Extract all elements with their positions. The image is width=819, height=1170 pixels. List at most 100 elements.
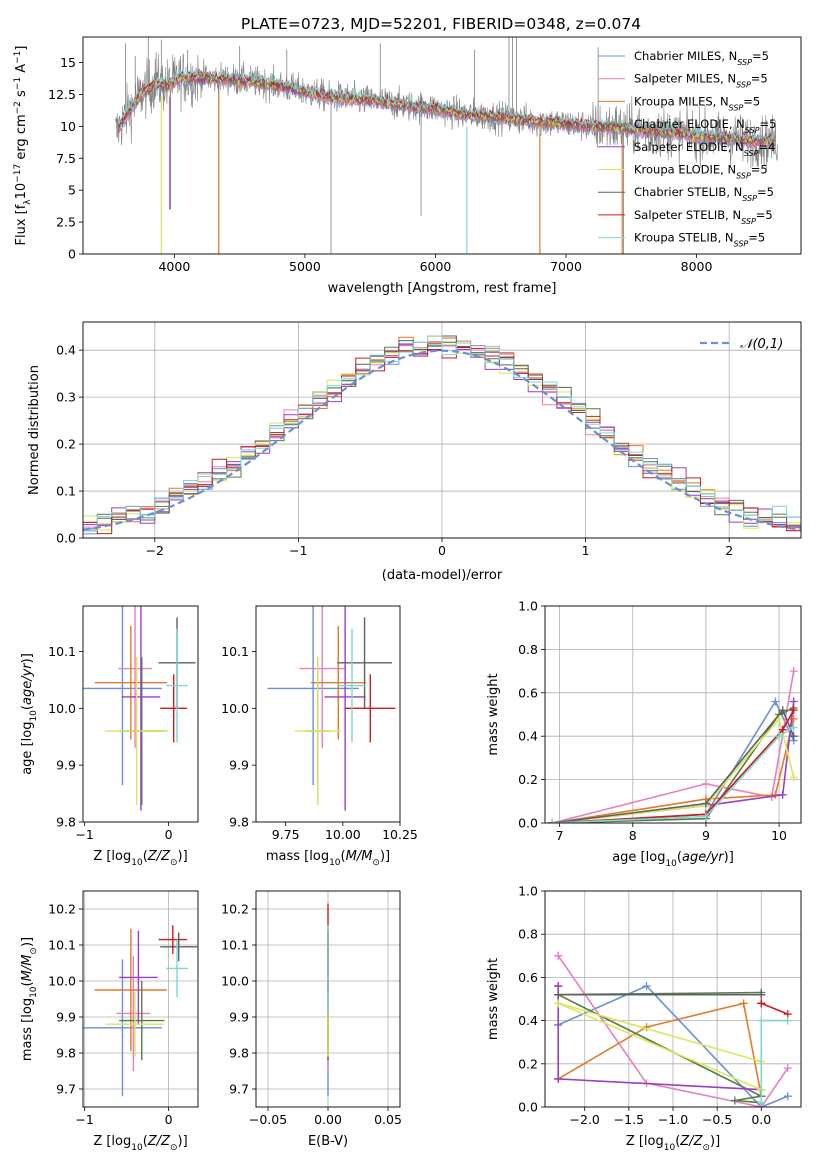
label-part: ⊙ (170, 1143, 178, 1153)
mass-weight-marker (757, 1098, 766, 1107)
y-tick-label: 10.1 (221, 644, 249, 659)
label-part: ( (20, 705, 35, 710)
x-tick-label: −1.0 (658, 1112, 688, 1127)
x-tick-label: 0.05 (374, 1112, 402, 1127)
x-tick-label: 0.0 (751, 1112, 771, 1127)
y-tick-label: 5 (68, 183, 76, 198)
y-tick-label: 9.8 (229, 1046, 249, 1061)
y-tick-label: 9.7 (56, 1082, 76, 1097)
legend-text: SSP (745, 126, 760, 135)
mass-weight-marker (554, 951, 563, 960)
legend-entry: Kroupa ELODIE, NSSP=5 (634, 163, 768, 181)
label-part: s (14, 90, 29, 101)
label-part: mass [log (20, 998, 35, 1061)
y-tick-label: 0.4 (518, 1013, 538, 1028)
chart-mass_vs_ebv: −0.05 0.00 0.05 9.7 9.8 9.9 10.0 10.1 10.2 E(B-V) (221, 890, 402, 1149)
legend-text: Chabrier ELODIE, N (634, 117, 745, 131)
label-part: mass weight (486, 958, 501, 1040)
y-tick-label: 10.0 (48, 701, 76, 716)
plot-area (115, 37, 778, 254)
chart-massweight_vs_Z: −2.0 −1.5 −1.0 −0.5 0.0 0.0 0.2 0.4 0.6 0.8 1.0 Z [… (486, 884, 802, 1153)
label-part: ( (20, 981, 35, 986)
label-part: λ (23, 199, 33, 205)
legend-text: Salpeter ELODIE, N (634, 140, 744, 154)
y-tick-label: 9.7 (229, 1082, 249, 1097)
label-part: ⊙ (372, 858, 380, 868)
label-part: 10 (131, 1143, 143, 1153)
x-tick-label: 0 (165, 827, 173, 842)
y-axis-label: age [log10(age/yr)] (20, 653, 39, 775)
y-tick-label: 0.3 (56, 390, 76, 405)
y-axis-label: mass weight (486, 673, 501, 755)
label-part: )] (724, 850, 734, 865)
plot-area (554, 951, 792, 1107)
legend-text: Kroupa MILES, N (634, 94, 729, 108)
y-axis-label: Flux [fλ10−17 erg cm−2 s−1 A−1] (13, 46, 33, 246)
legend-text: =5 (756, 208, 773, 222)
x-axis-label: E(B-V) (308, 1134, 348, 1149)
y-tick-label: 10.1 (221, 938, 249, 953)
axes-frame (82, 36, 802, 255)
y-tick-label: 1.0 (518, 599, 538, 614)
mass-weight-marker (789, 732, 798, 741)
label-part: mass weight (486, 673, 501, 755)
x-axis-label: Z [log10(Z/Z⊙)] (626, 1134, 720, 1153)
chart-mass_vs_Z: −1 09.79.89.910.010.110.2Z [log10(Z/Z⊙)]m… (20, 890, 199, 1153)
plot-area (83, 335, 801, 535)
y-tick-label: 10 (60, 119, 76, 134)
histogram-series (83, 335, 801, 532)
label-part: Z [log (93, 1134, 131, 1149)
mass-weight-marker (783, 1092, 792, 1101)
y-tick-label: 9.9 (229, 758, 249, 773)
x-axis-label: Z [log10(Z/Z⊙)] (93, 1134, 187, 1153)
y-tick-label: 9.8 (229, 815, 249, 830)
mass-weight-line (760, 1002, 789, 1015)
label-part: 10 (29, 710, 39, 722)
y-axis-label: mass [log10(M/M⊙)] (20, 937, 39, 1061)
mass-weight-marker (789, 667, 798, 676)
y-tick-label: 1.0 (518, 884, 538, 899)
normal-curve (83, 349, 801, 531)
legend-text: SSP (736, 171, 751, 180)
legend-text: =4 (758, 140, 775, 154)
label-part: wavelength [Angstrom, rest frame] (328, 281, 557, 296)
figure-title: PLATE=0723, MJD=52201, FIBERID=0348, z=0… (241, 15, 641, 33)
x-tick-label: 7 (556, 828, 564, 843)
legend-text: Salpeter STELIB, N (634, 208, 741, 222)
legend-entry: Chabrier STELIB, NSSP=5 (634, 185, 774, 203)
legend-text: =5 (751, 163, 768, 177)
label-part: ( (143, 1134, 148, 1149)
label-part: mass [log (266, 849, 329, 864)
plot-area (83, 925, 198, 1097)
legend-text: Kroupa ELODIE, N (634, 163, 736, 177)
mass-weight-marker (554, 982, 563, 991)
y-tick-label: 9.8 (56, 815, 76, 830)
mass-weight-marker (778, 725, 787, 734)
legend-entry: Salpeter STELIB, NSSP=5 (634, 208, 773, 226)
y-tick-label: 0.2 (518, 772, 538, 787)
x-tick-label: 0 (165, 1112, 173, 1127)
label-part: 10 (665, 859, 677, 869)
x-axis-label: (data-model)/error (382, 568, 503, 583)
legend-entry: Kroupa MILES, NSSP=5 (634, 94, 760, 112)
x-tick-label: 10 (771, 828, 787, 843)
y-tick-label: 10.2 (221, 902, 249, 917)
axes-frame (82, 890, 199, 1108)
legend-text: SSP (734, 239, 749, 248)
x-tick-label: −0.05 (249, 1112, 287, 1127)
label-part: ( (675, 1134, 680, 1149)
chart-age_vs_Z: −1 09.89.910.010.1Z [log10(Z/Z⊙)]age [log… (20, 605, 199, 868)
y-tick-label: 2.5 (56, 215, 76, 230)
mass-weight-marker (771, 697, 780, 706)
y-tick-label: 0.4 (56, 343, 76, 358)
y-tick-label: 0.0 (56, 531, 76, 546)
x-tick-label: 1 (582, 543, 590, 558)
y-tick-label: 10.0 (48, 974, 76, 989)
legend-entry: Chabrier MILES, NSSP=5 (634, 49, 769, 67)
legend-entry: 𝒩(0,1) (740, 337, 783, 352)
chart-residuals: −2 −1 0 1 2 0.0 0.1 0.2 0.3 0.4 (data-model)/error… (27, 321, 802, 583)
y-tick-label: 9.9 (229, 1010, 249, 1025)
mass-weight-marker (783, 1064, 792, 1073)
y-tick-label: 12.5 (48, 87, 76, 102)
